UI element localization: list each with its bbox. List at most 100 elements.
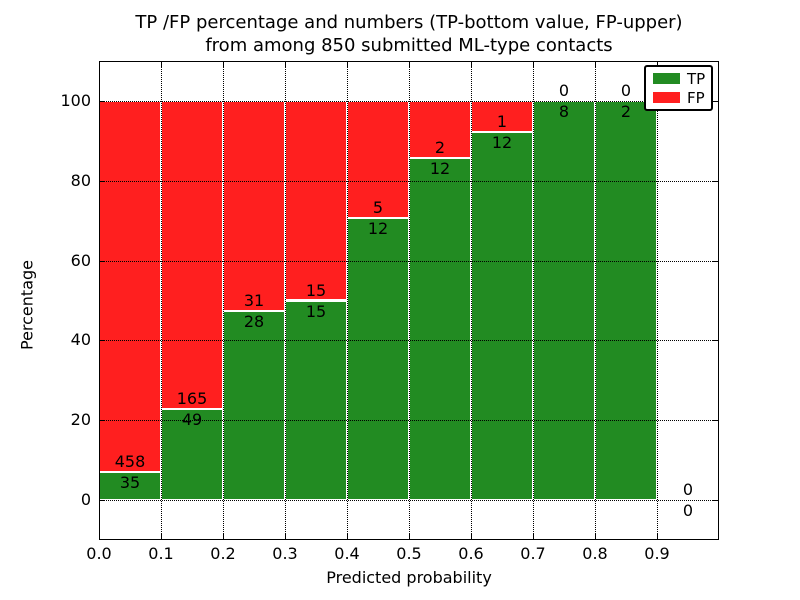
y-tick-right-100 [713,100,719,102]
chart-title-line1: TP /FP percentage and numbers (TP-bottom… [135,12,683,33]
v-gridline-0.3 [285,61,286,540]
fp-count-bin-0.4: 5 [372,198,384,218]
fp-bar-bin-0.2 [223,100,285,311]
x-tick-top-0.2 [223,61,224,67]
y-tick-left-80 [99,180,105,182]
x-tick-label-0.2: 0.2 [210,544,236,563]
tp-count-bin-0.7: 8 [558,101,570,121]
chart-title: TP /FP percentage and numbers (TP-bottom… [99,11,719,57]
fp-count-bin-0.9: 0 [682,480,694,500]
legend-swatch-tp [653,73,680,84]
x-tick-top-0.3 [285,61,286,67]
legend-item-fp: FP [653,90,711,106]
x-tick-label-0.0: 0.0 [86,544,112,563]
x-tick-bottom-0.9 [657,534,658,540]
v-gridline-0.8 [595,61,596,540]
x-tick-top-0.5 [409,61,410,67]
x-tick-top-0.1 [161,61,162,67]
chart-title-line2: from among 850 submitted ML-type contact… [205,35,613,56]
x-tick-bottom-0.0 [99,534,100,540]
y-tick-left-20 [99,420,105,422]
x-tick-bottom-0.4 [347,534,348,540]
x-tick-top-0.4 [347,61,348,67]
x-tick-top-0.9 [657,61,658,67]
x-tick-label-0.7: 0.7 [520,544,546,563]
legend-item-tp: TP [653,71,711,87]
x-tick-label-0.9: 0.9 [644,544,670,563]
tp-count-bin-0.4: 12 [367,219,389,239]
y-tick-label-100: 100 [60,90,91,110]
x-tick-label-0.4: 0.4 [334,544,360,563]
x-tick-label-0.3: 0.3 [272,544,298,563]
v-gridline-0.2 [223,61,224,540]
tp-count-bin-0.0: 35 [119,472,141,492]
fp-count-bin-0.8: 0 [620,80,632,100]
x-axis-label: Predicted probability [326,568,492,587]
legend-label-tp: TP [687,69,706,88]
fp-count-bin-0.5: 2 [434,137,446,157]
tp-count-bin-0.8: 2 [620,101,632,121]
tp-count-bin-0.6: 12 [491,132,513,152]
tp-bar-bin-0.5 [409,157,471,501]
y-tick-left-60 [99,260,105,262]
tp-count-bin-0.3: 15 [305,301,327,321]
plot-area: 458 35 165 49 31 28 15 15 5 12 2 12 1 12 0 8 0 2 0 0 TP FP [99,61,719,540]
x-tick-bottom-0.2 [223,534,224,540]
legend-label-fp: FP [687,88,705,107]
fp-bar-bin-0.1 [161,100,223,409]
x-tick-bottom-0.5 [409,534,410,540]
fp-count-bin-0.6: 1 [496,111,508,131]
fp-count-bin-0.2: 31 [243,290,265,310]
y-tick-right-60 [713,260,719,262]
ticks-layer [99,61,719,540]
v-gridline-0.4 [347,61,348,540]
x-tick-top-0.7 [533,61,534,67]
fp-count-bin-0.0: 458 [114,451,146,471]
y-tick-right-20 [713,420,719,422]
gridlines-layer [99,61,719,540]
fp-bar-bin-0.4 [347,100,409,219]
y-tick-right-0 [713,500,719,502]
tp-count-bin-0.9: 0 [682,501,694,521]
v-gridline-0.1 [161,61,162,540]
y-tick-label-0: 0 [80,490,91,510]
x-tick-top-0.0 [99,61,100,67]
y-tick-left-40 [99,340,105,342]
v-gridline-0.9 [657,61,658,540]
fp-count-bin-0.1: 165 [176,388,208,408]
y-tick-right-40 [713,340,719,342]
bar-labels-layer: 458 35 165 49 31 28 15 15 5 12 2 12 1 12 0 8 0 2 0 0 [99,61,719,540]
v-gridline-0.7 [533,61,534,540]
v-gridline-0.6 [471,61,472,540]
x-tick-bottom-0.8 [595,534,596,540]
bars-layer [99,61,719,540]
x-tick-label-0.8: 0.8 [582,544,608,563]
x-tick-bottom-0.6 [471,534,472,540]
y-tick-right-80 [713,180,719,182]
x-tick-bottom-0.1 [161,534,162,540]
y-tick-label-40: 40 [70,330,91,350]
v-gridline-0.5 [409,61,410,540]
y-tick-label-20: 20 [70,410,91,430]
tp-count-bin-0.1: 49 [181,409,203,429]
x-tick-bottom-0.3 [285,534,286,540]
tp-bar-bin-0.0 [99,471,161,501]
tp-count-bin-0.5: 12 [429,158,451,178]
x-tick-label-0.1: 0.1 [148,544,174,563]
legend: TP FP [644,65,713,111]
legend-swatch-fp [653,92,680,103]
x-tick-label-0.5: 0.5 [396,544,422,563]
fp-bar-bin-0.0 [99,100,161,472]
y-tick-left-100 [99,100,105,102]
fp-count-bin-0.3: 15 [305,280,327,300]
fp-count-bin-0.7: 0 [558,80,570,100]
y-axis-label-text: Percentage [17,259,37,351]
y-tick-label-80: 80 [70,170,91,190]
fp-bar-bin-0.5 [409,100,471,158]
x-tick-label-0.6: 0.6 [458,544,484,563]
y-tick-label-60: 60 [70,250,91,270]
y-tick-left-0 [99,500,105,502]
x-tick-top-0.6 [471,61,472,67]
x-tick-bottom-0.7 [533,534,534,540]
